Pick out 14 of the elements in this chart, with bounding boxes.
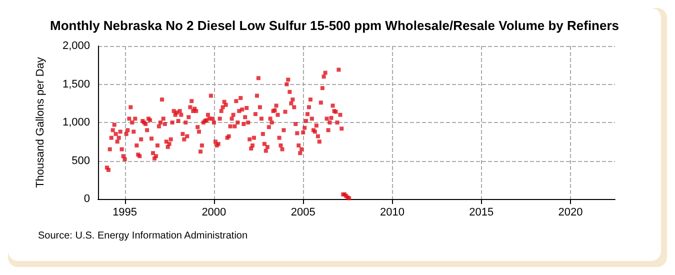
y-tick-label: 2,000 [62,40,90,52]
y-tick-label: 1,500 [62,78,90,90]
y-tick-label: 0 [84,193,90,205]
x-tick-label: 1995 [112,206,138,218]
x-tick-label: 2015 [469,206,494,218]
x-tick-label: 2005 [290,206,316,218]
y-axis-title: Thousand Gallons per Day [34,56,46,188]
x-tick-label: 2020 [558,206,583,218]
chart-title: Monthly Nebraska No 2 Diesel Low Sulfur 15-500 ppm Wholesale/Resale Volume by Refiners [50,18,620,33]
y-tick-label: 500 [72,154,90,167]
x-tick-label: 2000 [202,206,226,218]
x-tick-label: 2010 [380,206,404,218]
y-tick-label: 1,000 [62,116,90,128]
source-note: Source: U.S. Energy Information Administration [38,230,248,242]
